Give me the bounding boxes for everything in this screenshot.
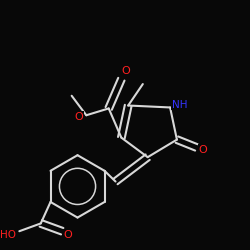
Text: O: O <box>121 66 130 76</box>
Text: O: O <box>64 230 72 240</box>
Text: HO: HO <box>0 230 16 240</box>
Text: NH: NH <box>172 100 188 110</box>
Text: O: O <box>74 112 83 122</box>
Text: O: O <box>199 145 207 155</box>
